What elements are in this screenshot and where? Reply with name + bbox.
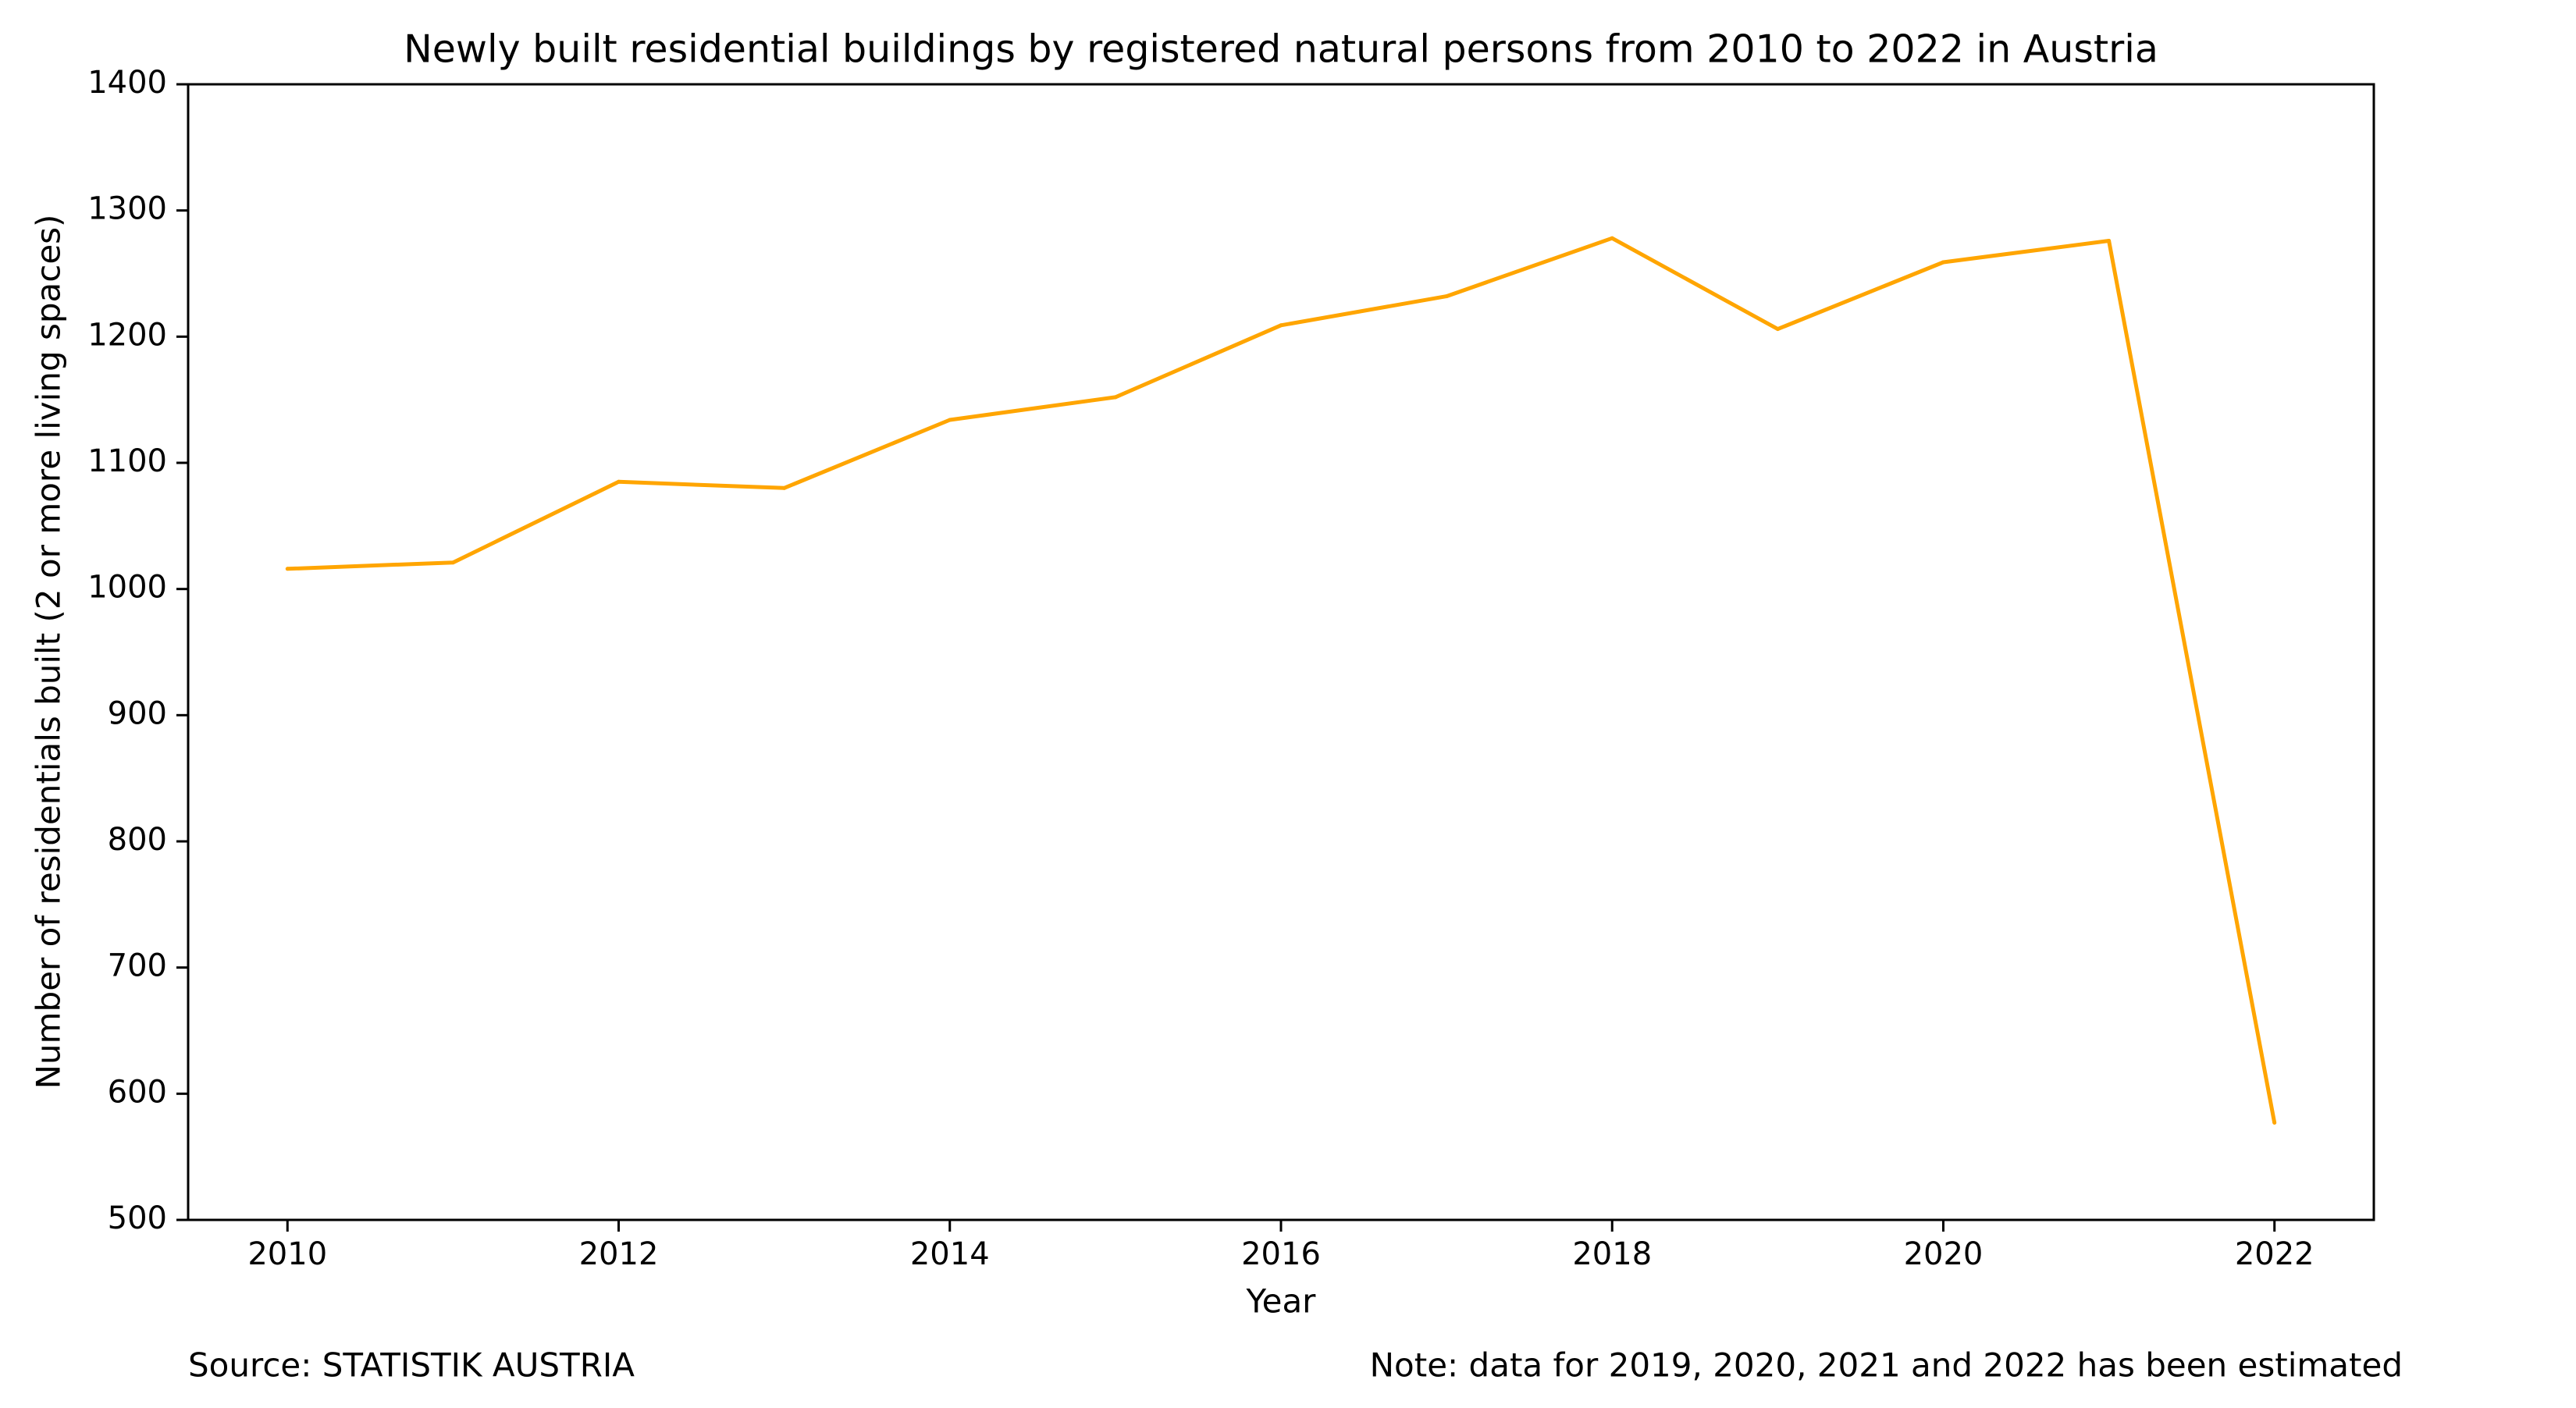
x-tick-label: 2018 (1572, 1236, 1652, 1272)
y-tick-label: 500 (108, 1200, 167, 1236)
x-tick-label: 2012 (579, 1236, 659, 1272)
y-tick-label: 800 (108, 822, 167, 858)
y-tick-label: 700 (108, 948, 167, 984)
data-point-2017 (1444, 294, 1449, 299)
y-axis: 500 600 700 800 900 1000 1100 1200 1300 1400 (87, 65, 188, 1236)
y-tick-label: 1100 (87, 443, 167, 479)
estimation-note: Note: data for 2019, 2020, 2021 and 2022… (1370, 1346, 2403, 1385)
data-point-2011 (450, 560, 455, 565)
source-note: Source: STATISTIK AUSTRIA (188, 1346, 635, 1385)
x-axis: 2010 2012 2014 2016 2018 2020 2022 (247, 1220, 2314, 1272)
data-point-2010 (285, 567, 290, 571)
series-layer (285, 236, 2277, 1125)
chart-title: Newly built residential buildings by reg… (404, 27, 2158, 72)
x-tick-label: 2016 (1241, 1236, 1321, 1272)
x-tick-label: 2010 (247, 1236, 327, 1272)
data-point-2015 (1113, 395, 1118, 400)
data-point-2019 (1775, 327, 1780, 332)
data-point-2022 (2272, 1121, 2277, 1125)
data-point-2016 (1279, 323, 1283, 328)
data-point-2012 (617, 479, 621, 484)
data-point-2020 (1941, 260, 1945, 265)
y-tick-label: 1000 (87, 570, 167, 606)
x-tick-label: 2014 (910, 1236, 990, 1272)
series-line (287, 236, 2277, 1123)
x-tick-label: 2020 (1904, 1236, 1984, 1272)
y-axis-label: Number of residentials built (2 or more … (30, 215, 68, 1090)
data-point-2013 (782, 485, 787, 490)
y-tick-label: 600 (108, 1074, 167, 1110)
y-tick-label: 1400 (87, 65, 167, 101)
data-point-2018 (1610, 236, 1614, 240)
plot-area-frame (187, 83, 2375, 1221)
y-tick-label: 1200 (87, 317, 167, 353)
data-point-2014 (948, 418, 952, 422)
x-axis-label: Year (1246, 1282, 1317, 1321)
y-tick-label: 1300 (87, 191, 167, 227)
y-tick-label: 900 (108, 695, 167, 731)
x-tick-label: 2022 (2235, 1236, 2314, 1272)
data-point-2021 (2107, 238, 2112, 243)
